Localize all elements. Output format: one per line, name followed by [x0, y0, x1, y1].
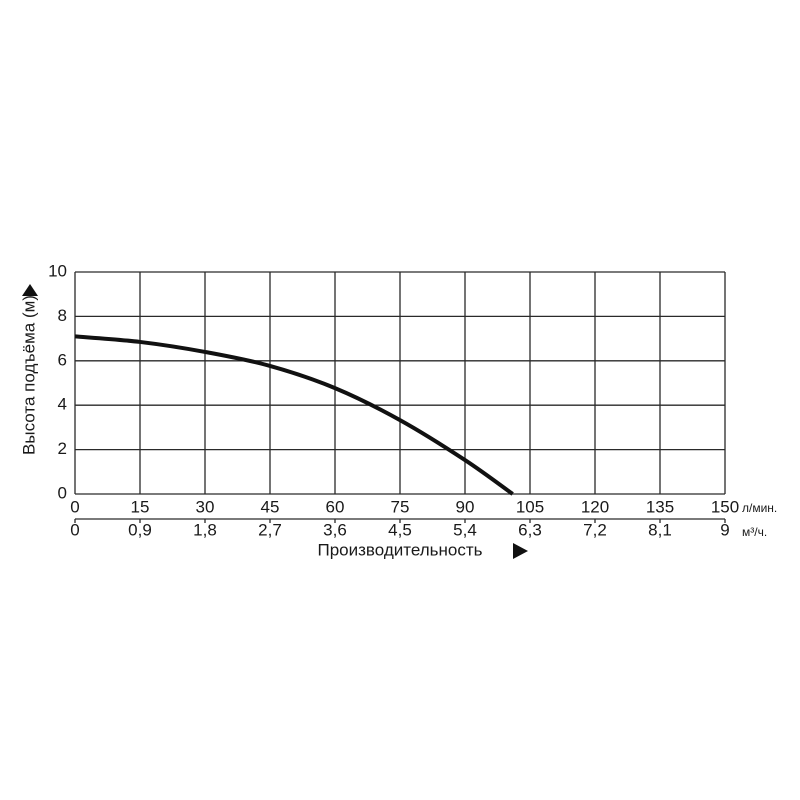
x2-tick-label: 4,5: [388, 520, 412, 539]
y-tick-label: 6: [58, 350, 67, 369]
x-tick-label: 105: [516, 497, 544, 516]
x2-tick-label: 0,9: [128, 520, 152, 539]
x-axis-title: Производительность: [317, 540, 482, 559]
x-tick-label: 45: [261, 497, 280, 516]
x-axis-arrow: [513, 543, 528, 559]
x-tick-label: 15: [131, 497, 150, 516]
x2-tick-label: 9: [720, 520, 729, 539]
x-tick-label: 135: [646, 497, 674, 516]
y-tick-label: 4: [58, 395, 67, 414]
y-tick-label: 8: [58, 306, 67, 325]
x2-unit: м³/ч.: [742, 525, 767, 539]
y-tick-label: 0: [58, 483, 67, 502]
x2-tick-label: 6,3: [518, 520, 542, 539]
y-tick-label: 10: [48, 261, 67, 280]
y-tick-label: 2: [58, 439, 67, 458]
x-unit: л/мин.: [742, 501, 777, 515]
y-axis-title: Высота подъёма (м): [19, 295, 38, 455]
x2-tick-label: 2,7: [258, 520, 282, 539]
x-tick-label: 150: [711, 497, 739, 516]
x2-tick-label: 8,1: [648, 520, 672, 539]
curve: [74, 334, 514, 496]
x2-tick-label: 7,2: [583, 520, 607, 539]
x-tick-label: 75: [391, 497, 410, 516]
y-axis-arrow: [22, 284, 38, 296]
x-tick-label: 30: [196, 497, 215, 516]
x2-tick-label: 5,4: [453, 520, 477, 539]
x2-tick-label: 3,6: [323, 520, 347, 539]
x-tick-label: 0: [70, 497, 79, 516]
x2-tick-label: 0: [70, 520, 79, 539]
x-tick-label: 90: [456, 497, 475, 516]
x2-tick-label: 1,8: [193, 520, 217, 539]
x-tick-label: 120: [581, 497, 609, 516]
x-tick-label: 60: [326, 497, 345, 516]
